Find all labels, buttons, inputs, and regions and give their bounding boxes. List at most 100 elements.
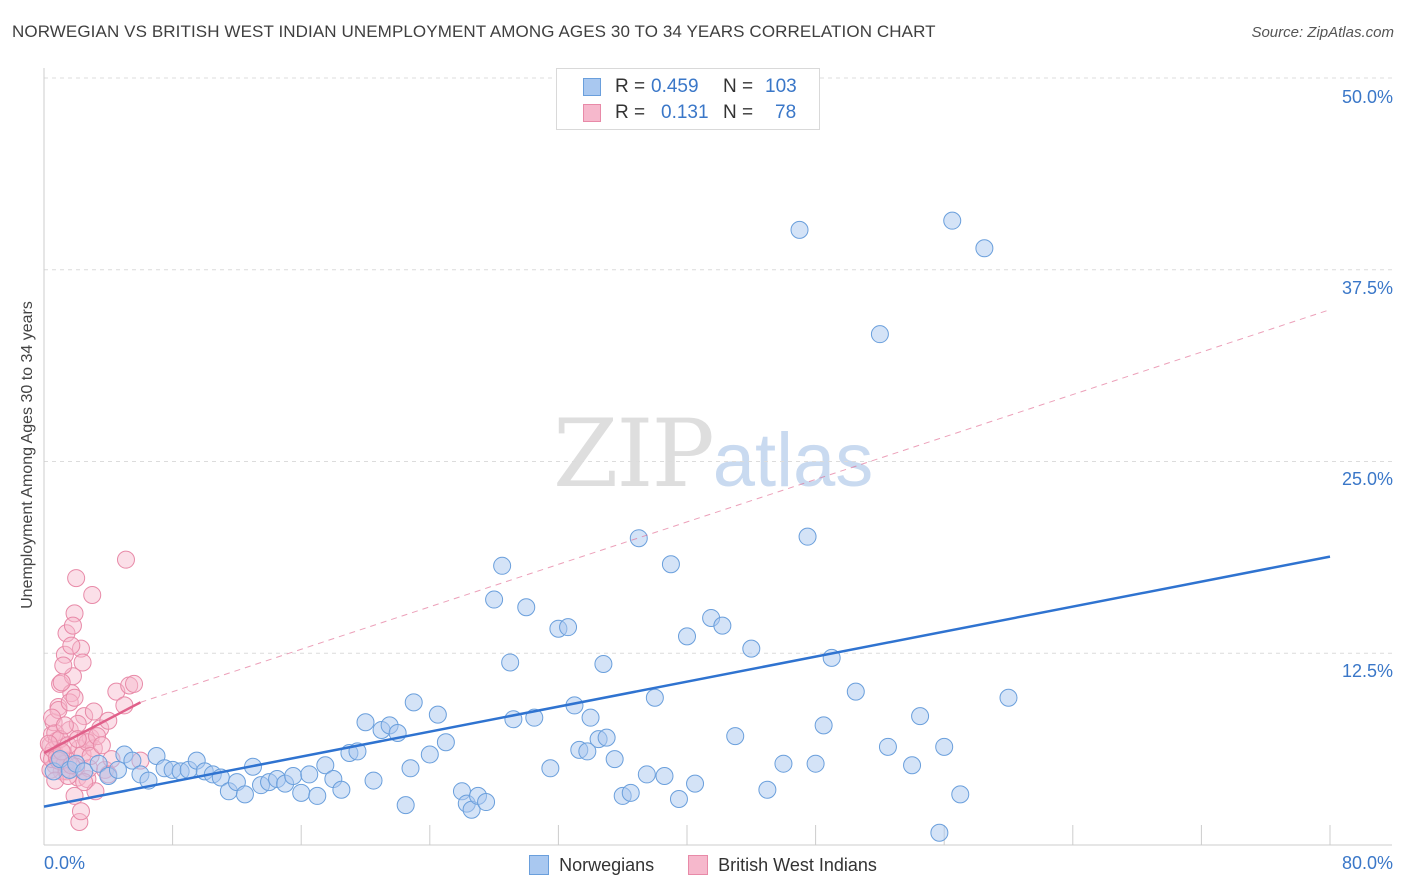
legend-label: Norwegians (559, 854, 655, 875)
chart-title: NORWEGIAN VS BRITISH WEST INDIAN UNEMPLO… (12, 22, 936, 41)
data-point (637, 765, 656, 784)
data-point (525, 708, 544, 727)
blue-swatch (529, 855, 550, 875)
data-point (645, 688, 664, 707)
data-point (742, 639, 761, 658)
n-label: N = (723, 102, 754, 123)
data-point (758, 780, 777, 799)
data-point (65, 688, 84, 707)
data-point (68, 714, 87, 733)
data-point (75, 707, 94, 726)
norwegians-points (44, 211, 1018, 842)
data-point (88, 727, 107, 746)
n-value: 103 (765, 76, 797, 97)
x-axis-max-label: 80.0% (1341, 853, 1393, 873)
legend-row-norwegians: R = 0.459 N = 103 (583, 74, 797, 100)
british-west-indians-trend-extension (140, 309, 1331, 703)
x-axis-min-label: 0.0% (44, 853, 86, 873)
data-point (678, 627, 696, 646)
norwegians-trend-line (43, 555, 1331, 808)
data-point (71, 802, 90, 821)
data-point (629, 529, 648, 548)
data-point (75, 762, 94, 781)
pink-swatch (583, 104, 601, 122)
data-point (54, 656, 73, 675)
data-point (308, 786, 327, 805)
data-point (84, 702, 103, 721)
data-point (67, 569, 86, 588)
data-point (541, 759, 560, 778)
data-point (78, 733, 97, 752)
data-point (428, 705, 447, 724)
data-point (396, 796, 415, 815)
source-credit: Source: ZipAtlas.com (1251, 24, 1394, 41)
data-point (356, 713, 375, 732)
watermark-atlas: atlas (712, 418, 874, 503)
data-point (517, 598, 536, 617)
pink-swatch (688, 855, 709, 875)
r-label: R = (615, 102, 646, 123)
data-point (790, 220, 809, 239)
data-point (975, 239, 994, 258)
data-point (581, 708, 600, 727)
legend-item-norwegians: Norwegians (529, 855, 654, 876)
blue-swatch (583, 78, 601, 96)
british-west-indians-trend-line (43, 701, 142, 755)
data-point (814, 716, 833, 735)
data-point (578, 742, 597, 761)
data-point (930, 823, 949, 842)
data-point (92, 736, 111, 755)
data-point (108, 760, 127, 779)
data-point (661, 555, 680, 574)
data-point (404, 693, 423, 712)
data-point (284, 766, 303, 785)
data-point (125, 674, 144, 693)
r-value: 0.459 (651, 76, 699, 97)
data-point (401, 759, 420, 778)
data-point (943, 211, 962, 230)
data-point (436, 733, 455, 752)
data-point (774, 754, 793, 773)
legend-item-british-west-indians: British West Indians (688, 855, 877, 876)
data-point (292, 783, 311, 802)
data-point (116, 550, 135, 569)
trend-lines (43, 309, 1331, 808)
data-point (559, 618, 578, 637)
data-point (63, 616, 82, 635)
data-point (300, 765, 319, 784)
data-point (235, 785, 254, 804)
data-point (999, 688, 1018, 707)
data-point (477, 793, 496, 812)
data-point (501, 653, 520, 672)
data-point (420, 745, 439, 764)
data-point (123, 751, 142, 770)
data-point (89, 754, 108, 773)
data-point (798, 527, 817, 546)
data-point (52, 673, 71, 692)
data-point (878, 737, 897, 756)
data-point (71, 639, 90, 658)
legend-row-british-west-indians: R = 0.131 N = 78 (583, 100, 796, 126)
watermark-zip: ZIP (553, 400, 715, 509)
data-point (911, 707, 930, 726)
correlation-legend: R = 0.459 N = 103 R = 0.131 N = 78 (556, 68, 820, 130)
data-point (686, 774, 705, 793)
data-point (485, 590, 504, 609)
y-axis-title: Unemployment Among Ages 30 to 34 years (19, 301, 36, 609)
data-point (713, 616, 732, 635)
data-point (62, 636, 81, 655)
axes (43, 68, 1392, 846)
data-point (316, 756, 335, 775)
series-legend: Norwegians British West Indians (0, 852, 1406, 878)
data-point (935, 737, 954, 756)
data-point (846, 682, 865, 701)
data-point (597, 728, 616, 747)
y-tick-label: 37.5% (1341, 278, 1393, 298)
data-point (726, 727, 745, 746)
data-point (903, 756, 922, 775)
r-label: R = (615, 76, 646, 97)
data-point (46, 724, 65, 743)
data-point (806, 754, 825, 773)
legend-label: British West Indians (718, 854, 877, 875)
